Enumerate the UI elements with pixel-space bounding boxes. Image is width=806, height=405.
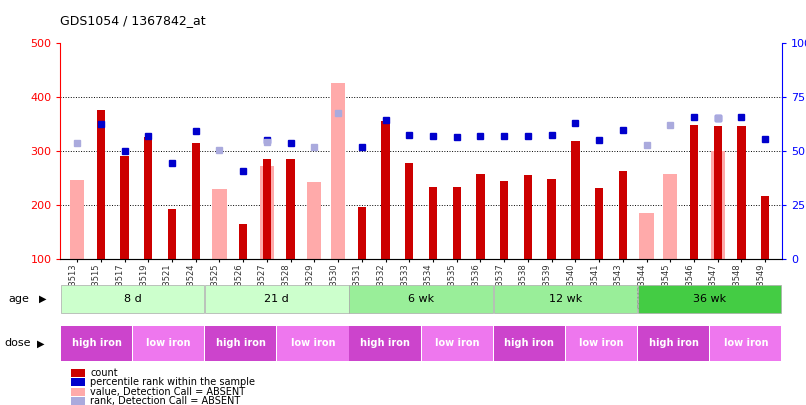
- Bar: [307, 182, 322, 259]
- Text: ▶: ▶: [37, 339, 44, 348]
- Bar: [260, 166, 274, 259]
- Bar: [144, 137, 152, 259]
- Text: high iron: high iron: [505, 338, 555, 348]
- Bar: [350, 285, 492, 313]
- Bar: [133, 326, 204, 361]
- Bar: [638, 285, 781, 313]
- Bar: [168, 209, 177, 259]
- Bar: [212, 189, 226, 259]
- Text: 8 d: 8 d: [123, 294, 142, 304]
- Bar: [72, 378, 85, 386]
- Text: high iron: high iron: [72, 338, 122, 348]
- Text: high iron: high iron: [360, 338, 410, 348]
- Bar: [453, 187, 461, 259]
- Text: dose: dose: [4, 339, 31, 348]
- Text: age: age: [8, 294, 29, 304]
- Bar: [331, 83, 345, 259]
- Bar: [61, 326, 132, 361]
- Text: low iron: low iron: [580, 338, 624, 348]
- Bar: [494, 326, 565, 361]
- Bar: [206, 326, 276, 361]
- Text: percentile rank within the sample: percentile rank within the sample: [90, 377, 256, 388]
- Bar: [192, 143, 200, 259]
- Text: 36 wk: 36 wk: [693, 294, 726, 304]
- Bar: [405, 163, 413, 259]
- Text: 21 d: 21 d: [264, 294, 289, 304]
- Bar: [571, 141, 580, 259]
- Bar: [638, 326, 709, 361]
- Text: value, Detection Call = ABSENT: value, Detection Call = ABSENT: [90, 387, 245, 397]
- Text: high iron: high iron: [216, 338, 266, 348]
- Bar: [206, 285, 348, 313]
- Bar: [120, 156, 129, 259]
- Bar: [422, 326, 492, 361]
- Bar: [500, 181, 509, 259]
- Bar: [761, 196, 770, 259]
- Bar: [429, 187, 437, 259]
- Bar: [547, 179, 556, 259]
- Text: low iron: low iron: [724, 338, 768, 348]
- Bar: [711, 151, 725, 259]
- Bar: [639, 213, 654, 259]
- Bar: [350, 326, 421, 361]
- Bar: [710, 326, 781, 361]
- Text: high iron: high iron: [649, 338, 699, 348]
- Text: ▶: ▶: [39, 294, 46, 304]
- Bar: [494, 285, 637, 313]
- Text: 6 wk: 6 wk: [408, 294, 434, 304]
- Bar: [595, 188, 603, 259]
- Bar: [239, 224, 247, 259]
- Bar: [690, 126, 698, 259]
- Bar: [61, 285, 204, 313]
- Bar: [381, 121, 389, 259]
- Bar: [524, 175, 532, 259]
- Text: low iron: low iron: [147, 338, 191, 348]
- Text: GDS1054 / 1367842_at: GDS1054 / 1367842_at: [60, 14, 206, 27]
- Bar: [277, 326, 348, 361]
- Bar: [737, 126, 746, 259]
- Text: low iron: low iron: [435, 338, 480, 348]
- Text: count: count: [90, 368, 118, 378]
- Bar: [286, 159, 295, 259]
- Text: rank, Detection Call = ABSENT: rank, Detection Call = ABSENT: [90, 396, 240, 405]
- Bar: [663, 174, 677, 259]
- Bar: [713, 126, 722, 259]
- Text: low iron: low iron: [291, 338, 335, 348]
- Bar: [97, 110, 105, 259]
- Bar: [566, 326, 637, 361]
- Bar: [72, 397, 85, 405]
- Bar: [72, 369, 85, 377]
- Bar: [72, 388, 85, 396]
- Bar: [70, 179, 84, 259]
- Bar: [619, 171, 627, 259]
- Text: 12 wk: 12 wk: [549, 294, 582, 304]
- Bar: [358, 207, 366, 259]
- Bar: [263, 159, 271, 259]
- Bar: [476, 174, 484, 259]
